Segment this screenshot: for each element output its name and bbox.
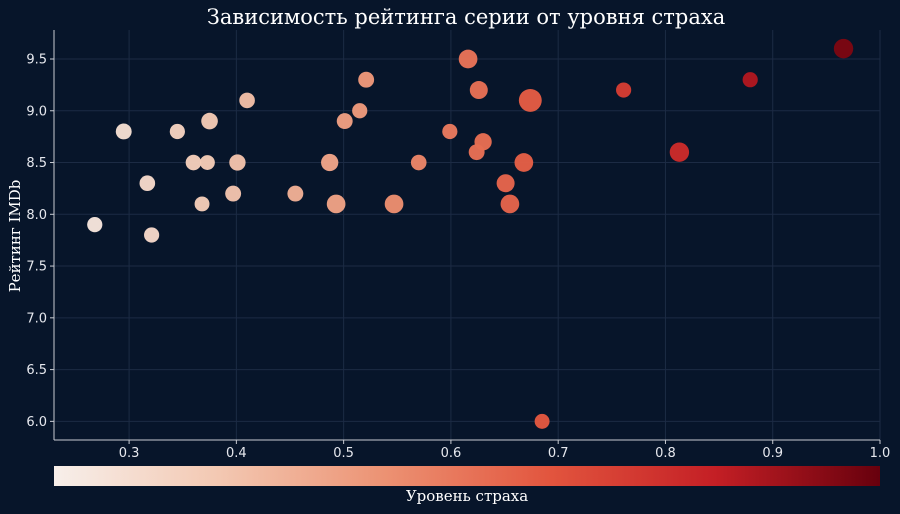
scatter-point (194, 196, 210, 212)
scatter-point (474, 133, 492, 151)
scatter-point (225, 185, 242, 202)
colorbar-label: Уровень страха (406, 487, 528, 505)
scatter-points (87, 38, 854, 429)
x-tick-label: 0.9 (762, 446, 783, 461)
y-tick-label: 6.5 (26, 363, 47, 378)
x-tick-labels: 0.3 0.4 0.5 0.6 0.7 0.8 0.9 1.0 (119, 440, 891, 461)
scatter-point (518, 88, 542, 112)
y-tick-labels: 6.0 6.5 7.0 7.5 8.0 8.5 9.0 9.5 (26, 52, 54, 430)
scatter-point (185, 154, 202, 171)
y-tick-label: 6.0 (26, 415, 47, 430)
scatter-point (500, 194, 520, 214)
scatter-point (669, 142, 690, 162)
scatter-point (469, 81, 488, 100)
y-tick-label: 9.0 (26, 104, 47, 119)
scatter-point (139, 175, 156, 192)
scatter-point (326, 194, 346, 214)
scatter-point (442, 123, 458, 140)
x-tick-label: 0.6 (441, 446, 462, 461)
scatter-point (287, 185, 304, 202)
grid (54, 30, 881, 440)
scatter-point (410, 154, 427, 171)
x-tick-label: 0.5 (333, 446, 354, 461)
x-tick-label: 0.8 (655, 446, 676, 461)
chart-title: Зависимость рейтинга серии от уровня стр… (207, 5, 725, 29)
scatter-point (384, 194, 404, 214)
y-tick-label: 8.0 (26, 208, 47, 223)
scatter-point (534, 413, 550, 429)
scatter-point (199, 155, 215, 170)
scatter-point (742, 72, 758, 88)
y-tick-label: 9.5 (26, 52, 47, 67)
scatter-point (229, 154, 246, 171)
scatter-point (833, 38, 854, 59)
scatter-point (144, 227, 160, 243)
scatter-point (458, 49, 478, 69)
y-tick-label: 7.5 (26, 260, 47, 275)
scatter-point (87, 217, 103, 233)
scatter-point (496, 174, 515, 193)
y-tick-label: 8.5 (26, 156, 47, 171)
scatter-point (358, 71, 375, 88)
scatter-point (169, 123, 185, 140)
scatter-point (616, 82, 632, 98)
scatter-point (201, 112, 218, 130)
scatter-point (239, 92, 255, 109)
scatter-point (115, 123, 132, 140)
colorbar (54, 466, 880, 486)
scatter-point (336, 113, 353, 130)
x-tick-label: 0.4 (226, 446, 247, 461)
scatter-point (321, 153, 339, 172)
scatter-point (514, 153, 534, 172)
y-tick-label: 7.0 (26, 311, 47, 326)
y-axis-label: Рейтинг IMDb (6, 180, 24, 293)
x-tick-label: 0.7 (548, 446, 569, 461)
x-tick-label: 1.0 (870, 446, 891, 461)
x-tick-label: 0.3 (119, 446, 140, 461)
scatter-point (352, 103, 368, 119)
